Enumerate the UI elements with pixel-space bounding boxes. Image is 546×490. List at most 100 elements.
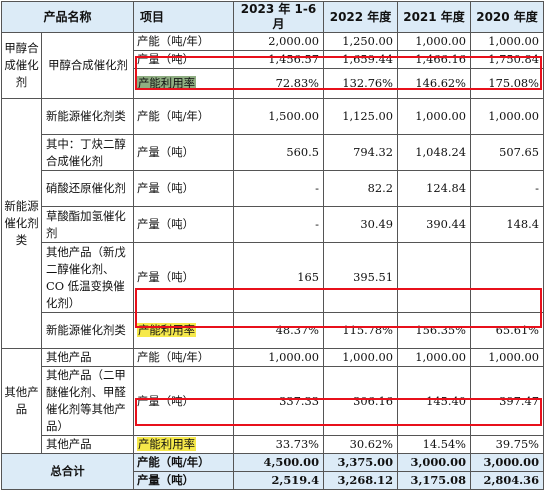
table-row: 其中：丁炔二醇合成催化剂 产量（吨） 560.5 794.32 1,048.24… xyxy=(2,134,545,171)
header-row: 产品名称 项目 2023 年 1-6 月 2022 年度 2021 年度 202… xyxy=(0,1,545,33)
table-row: 其他产品 产能利用率 33.73% 30.62% 14.54% 39.75% xyxy=(2,435,545,454)
utilization-highlight: 产能利用率 xyxy=(137,437,196,451)
item-label: 产能（吨/年） xyxy=(133,453,235,472)
table-row: 其他产品（新戊二醇催化剂、CO 低温变换催化剂） 产量（吨） 165 395.5… xyxy=(2,242,545,313)
value-cell: 39.75% xyxy=(470,435,545,454)
value-cell: 1,000.00 xyxy=(397,98,472,135)
value-cell: 33.73% xyxy=(233,435,325,454)
value-cell: - xyxy=(233,170,325,207)
value-cell: 337.33 xyxy=(233,366,325,436)
value-cell: 82.2 xyxy=(323,170,399,207)
value-cell: 306.16 xyxy=(323,366,399,436)
value-cell xyxy=(397,242,472,313)
value-cell: 1,125.00 xyxy=(323,98,399,135)
value-cell xyxy=(470,242,545,313)
item-label: 产量（吨） xyxy=(133,134,235,171)
item-label: 产量（吨） xyxy=(133,471,235,490)
item-label: 产量（吨） xyxy=(133,206,235,243)
item-label: 产量（吨） xyxy=(133,366,235,436)
category-other: 其他产品 xyxy=(1,348,42,454)
value-cell: 115.78% xyxy=(323,312,399,349)
utilization-highlight: 产能利用率 xyxy=(137,76,196,90)
item-label: 产能利用率 xyxy=(133,68,235,99)
table-row: 其他产品（二甲醚催化剂、甲醛催化剂等其他产品） 产量（吨） 337.33 306… xyxy=(2,366,545,436)
product-cell: 其他产品 xyxy=(40,348,135,367)
item-label: 产能（吨/年） xyxy=(133,98,235,135)
value-cell: 1,750.84 xyxy=(470,50,545,69)
product-cell: 草酸酯加氢催化剂 xyxy=(40,206,135,243)
value-cell: 1,000.00 xyxy=(470,32,545,51)
value-cell: 156.35% xyxy=(397,312,472,349)
value-cell: 165 xyxy=(233,242,325,313)
value-cell: 1,500.00 xyxy=(233,98,325,135)
product-cell: 硝酸还原催化剂 xyxy=(40,170,135,207)
value-cell: 175.08% xyxy=(470,68,545,99)
category-methanol: 甲醇合成催化剂 xyxy=(1,32,42,99)
table-row: 新能源催化剂类 产能利用率 48.37% 115.78% 156.35% 65.… xyxy=(2,312,545,349)
value-cell: 1,000.00 xyxy=(397,348,472,367)
product-cell: 其他产品（二甲醚催化剂、甲醛催化剂等其他产品） xyxy=(40,366,135,436)
value-cell: 146.62% xyxy=(397,68,472,99)
table-row: 甲醇合成催化剂 甲醇合成催化剂 产能（吨/年） 2,000.00 1,250.0… xyxy=(1,32,545,99)
item-label: 产能利用率 xyxy=(133,435,235,454)
value-cell: - xyxy=(233,206,325,243)
product-cell: 其他产品 xyxy=(40,435,135,454)
value-cell: 145.40 xyxy=(397,366,472,436)
value-cell: 1,000.00 xyxy=(323,348,399,367)
value-cell: - xyxy=(470,170,545,207)
value-cell: 1,466.16 xyxy=(397,50,472,69)
value-cell: 124.84 xyxy=(397,170,472,207)
category-total: 总合计 xyxy=(0,453,135,490)
product-methanol: 甲醇合成催化剂 xyxy=(40,32,135,99)
item-label: 产能（吨/年） xyxy=(133,348,235,367)
value-cell: 3,175.08 xyxy=(397,471,472,490)
header-year-2021: 2021 年度 xyxy=(397,1,472,33)
item-label: 产能（吨/年） xyxy=(133,32,235,51)
value-cell: 3,000.00 xyxy=(470,453,545,472)
value-cell: 1,659.44 xyxy=(323,50,399,69)
value-cell: 1,456.57 xyxy=(233,50,325,69)
value-cell: 390.44 xyxy=(397,206,472,243)
table-row: 产量（吨） 1,456.57 1,659.44 1,466.16 1,750.8… xyxy=(2,50,545,69)
item-label: 产量（吨） xyxy=(133,50,235,69)
header-year-2023h1: 2023 年 1-6 月 xyxy=(233,1,325,33)
category-new-energy: 新能源催化剂类 xyxy=(1,98,42,349)
value-cell: 794.32 xyxy=(323,134,399,171)
header-year-2022: 2022 年度 xyxy=(323,1,399,33)
item-label: 产能利用率 xyxy=(133,312,235,349)
value-cell: 1,250.00 xyxy=(323,32,399,51)
value-cell: 507.65 xyxy=(470,134,545,171)
value-cell: 30.49 xyxy=(323,206,399,243)
value-cell: 1,000.00 xyxy=(470,98,545,135)
value-cell: 2,519.4 xyxy=(233,471,325,490)
value-cell: 1,048.24 xyxy=(397,134,472,171)
value-cell: 3,000.00 xyxy=(397,453,472,472)
value-cell: 397.47 xyxy=(470,366,545,436)
value-cell: 30.62% xyxy=(323,435,399,454)
value-cell: 1,000.00 xyxy=(470,348,545,367)
utilization-highlight: 产能利用率 xyxy=(137,323,196,337)
total-row: 总合计 产能（吨/年） 4,500.00 3,375.00 3,000.00 3… xyxy=(0,453,545,490)
table-row: 新能源催化剂类 新能源催化剂类 产能（吨/年） 1,500.00 1,125.0… xyxy=(1,98,545,349)
item-label: 产量（吨） xyxy=(133,242,235,313)
table-row: 硝酸还原催化剂 产量（吨） - 82.2 124.84 - xyxy=(2,170,545,207)
value-cell: 132.76% xyxy=(323,68,399,99)
value-cell: 72.83% xyxy=(233,68,325,99)
value-cell: 3,268.12 xyxy=(323,471,399,490)
value-cell: 2,804.36 xyxy=(470,471,545,490)
value-cell: 48.37% xyxy=(233,312,325,349)
product-cell: 其中：丁炔二醇合成催化剂 xyxy=(40,134,135,171)
item-label: 产量（吨） xyxy=(133,170,235,207)
product-cell: 新能源催化剂类 xyxy=(40,312,135,349)
value-cell: 395.51 xyxy=(323,242,399,313)
value-cell: 148.4 xyxy=(470,206,545,243)
value-cell: 1,000.00 xyxy=(233,348,325,367)
value-cell: 560.5 xyxy=(233,134,325,171)
table-row: 草酸酯加氢催化剂 产量（吨） - 30.49 390.44 148.4 xyxy=(2,206,545,243)
table-row: 其他产品 其他产品 产能（吨/年） 1,000.00 1,000.00 1,00… xyxy=(1,348,545,454)
header-year-2020: 2020 年度 xyxy=(470,1,545,33)
product-cell: 新能源催化剂类 xyxy=(40,98,135,135)
product-cell: 其他产品（新戊二醇催化剂、CO 低温变换催化剂） xyxy=(40,242,135,313)
value-cell: 14.54% xyxy=(397,435,472,454)
